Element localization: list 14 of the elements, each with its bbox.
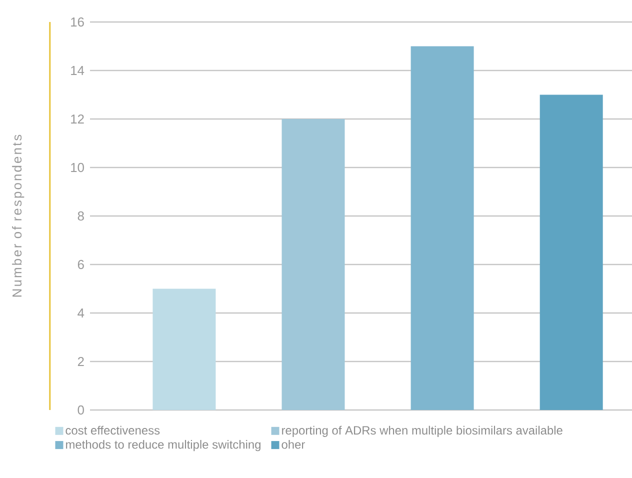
legend-label: methods to reduce multiple switching: [66, 440, 260, 452]
y-tick-label: 16: [71, 17, 84, 27]
y-tick-label: 4: [78, 308, 84, 318]
y-tick-label: 14: [71, 66, 84, 75]
y-tick-label: 2: [78, 356, 84, 366]
legend-label: cost effectiveness: [66, 426, 160, 435]
y-tick-label: 0: [78, 405, 84, 415]
y-axis-title: Number of respondents: [12, 134, 24, 297]
legend-label: reporting of ADRs when multiple biosimilars available: [282, 426, 562, 437]
y-tick-label: 8: [78, 211, 84, 221]
y-tick-label: 6: [78, 260, 84, 270]
legend-label: oher: [282, 440, 305, 449]
y-tick-label: 12: [71, 114, 84, 124]
y-tick-label: 10: [71, 162, 84, 172]
